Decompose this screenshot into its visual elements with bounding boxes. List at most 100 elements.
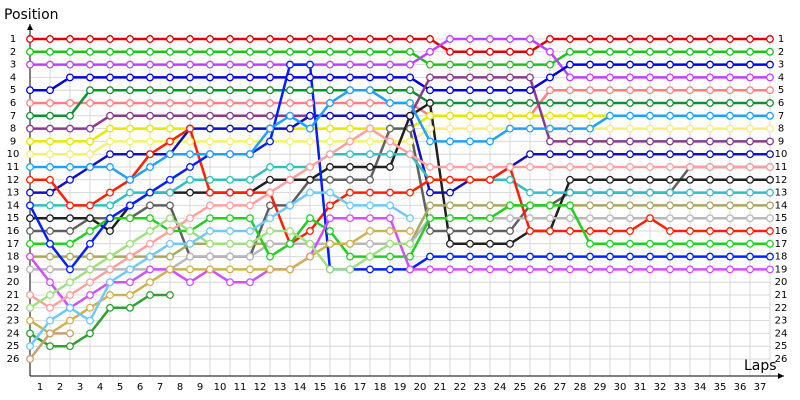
lap-marker bbox=[406, 252, 414, 261]
lap-marker bbox=[726, 163, 734, 171]
lap-marker bbox=[746, 86, 754, 95]
lap-marker bbox=[766, 60, 774, 69]
lap-marker bbox=[666, 73, 674, 82]
lap-marker bbox=[666, 163, 674, 171]
lap-marker bbox=[226, 265, 234, 274]
x-tick-label: 8 bbox=[177, 382, 183, 393]
lap-marker bbox=[346, 175, 354, 184]
lap-marker bbox=[266, 239, 274, 248]
lap-marker bbox=[646, 86, 654, 95]
lap-marker bbox=[646, 47, 654, 56]
lap-marker bbox=[586, 99, 594, 107]
lap-marker bbox=[326, 150, 334, 159]
lap-marker bbox=[506, 73, 514, 82]
lap-marker bbox=[106, 35, 114, 43]
lap-marker bbox=[686, 35, 694, 43]
lap-marker bbox=[606, 175, 614, 184]
lap-marker bbox=[526, 214, 534, 223]
y-tick-label: 9 bbox=[10, 136, 16, 147]
lap-marker bbox=[746, 201, 754, 210]
lap-marker bbox=[446, 35, 454, 43]
lap-marker bbox=[346, 252, 354, 261]
x-axis-title: Laps bbox=[744, 358, 777, 374]
lap-marker bbox=[646, 188, 654, 197]
lap-marker bbox=[466, 35, 474, 43]
lap-marker bbox=[126, 86, 134, 95]
lap-marker bbox=[726, 265, 734, 274]
lap-marker bbox=[226, 214, 234, 223]
lap-marker bbox=[86, 329, 94, 338]
lap-marker bbox=[626, 201, 634, 210]
y-tick-label: 7 bbox=[10, 111, 16, 122]
x-tick-label: 36 bbox=[734, 382, 747, 393]
lap-marker bbox=[166, 252, 174, 261]
lap-marker bbox=[506, 214, 514, 223]
y-tick-label-right: 2 bbox=[778, 47, 784, 58]
lap-marker bbox=[146, 60, 154, 69]
y-tick-label: 26 bbox=[7, 354, 20, 365]
lap-marker bbox=[766, 99, 774, 107]
y-tick-label: 11 bbox=[7, 162, 20, 173]
driver-line bbox=[30, 37, 770, 54]
lap-marker bbox=[66, 252, 74, 261]
lap-marker bbox=[546, 265, 554, 274]
y-tick-label-right: 5 bbox=[778, 85, 784, 96]
lap-marker bbox=[566, 35, 574, 43]
lap-marker bbox=[446, 137, 454, 146]
lap-marker bbox=[666, 35, 674, 43]
lap-marker bbox=[426, 175, 434, 184]
y-tick-label: 3 bbox=[10, 60, 16, 71]
lap-marker bbox=[346, 111, 354, 120]
lap-marker bbox=[546, 201, 554, 210]
lap-marker bbox=[706, 124, 714, 133]
y-tick-label: 4 bbox=[10, 72, 16, 83]
lap-marker bbox=[306, 214, 314, 223]
lap-marker bbox=[206, 124, 214, 133]
lap-marker bbox=[226, 111, 234, 120]
lap-marker bbox=[106, 265, 114, 274]
lap-marker bbox=[426, 214, 434, 223]
lap-marker bbox=[446, 201, 454, 210]
lap-marker bbox=[226, 35, 234, 43]
lap-marker bbox=[286, 99, 294, 107]
y-tick-label: 23 bbox=[7, 316, 20, 327]
lap-marker bbox=[506, 47, 514, 56]
lap-marker bbox=[766, 73, 774, 82]
lap-marker bbox=[486, 73, 494, 82]
lap-marker bbox=[686, 201, 694, 210]
lap-marker bbox=[746, 73, 754, 82]
lap-marker bbox=[426, 137, 434, 146]
lap-marker bbox=[346, 60, 354, 69]
lap-marker bbox=[386, 163, 394, 171]
lap-marker bbox=[166, 175, 174, 184]
lap-marker bbox=[86, 86, 94, 95]
lap-marker bbox=[586, 239, 594, 248]
lap-marker bbox=[766, 252, 774, 261]
y-tick-label-right: 4 bbox=[778, 72, 784, 83]
lap-marker bbox=[586, 201, 594, 210]
y-tick-label: 25 bbox=[7, 341, 20, 352]
lap-marker bbox=[146, 214, 154, 223]
y-axis-title: Position bbox=[4, 7, 59, 23]
lap-marker bbox=[66, 278, 74, 287]
lap-marker bbox=[426, 163, 434, 171]
lap-marker bbox=[386, 188, 394, 197]
x-tick-label: 27 bbox=[554, 382, 567, 393]
y-tick-label-right: 14 bbox=[775, 200, 788, 211]
lap-marker bbox=[686, 47, 694, 56]
lap-marker bbox=[746, 111, 754, 120]
lap-marker bbox=[26, 291, 34, 299]
x-tick-label: 18 bbox=[374, 382, 387, 393]
lap-marker bbox=[446, 227, 454, 235]
lap-marker bbox=[466, 99, 474, 107]
lap-marker bbox=[386, 111, 394, 120]
lap-marker bbox=[626, 111, 634, 120]
y-tick-label-right: 16 bbox=[775, 226, 788, 237]
lap-marker bbox=[186, 35, 194, 43]
lap-marker bbox=[446, 111, 454, 120]
lap-marker bbox=[126, 99, 134, 107]
lap-marker bbox=[126, 150, 134, 159]
lap-marker bbox=[346, 150, 354, 159]
lap-marker bbox=[366, 214, 374, 223]
lap-marker bbox=[86, 35, 94, 43]
